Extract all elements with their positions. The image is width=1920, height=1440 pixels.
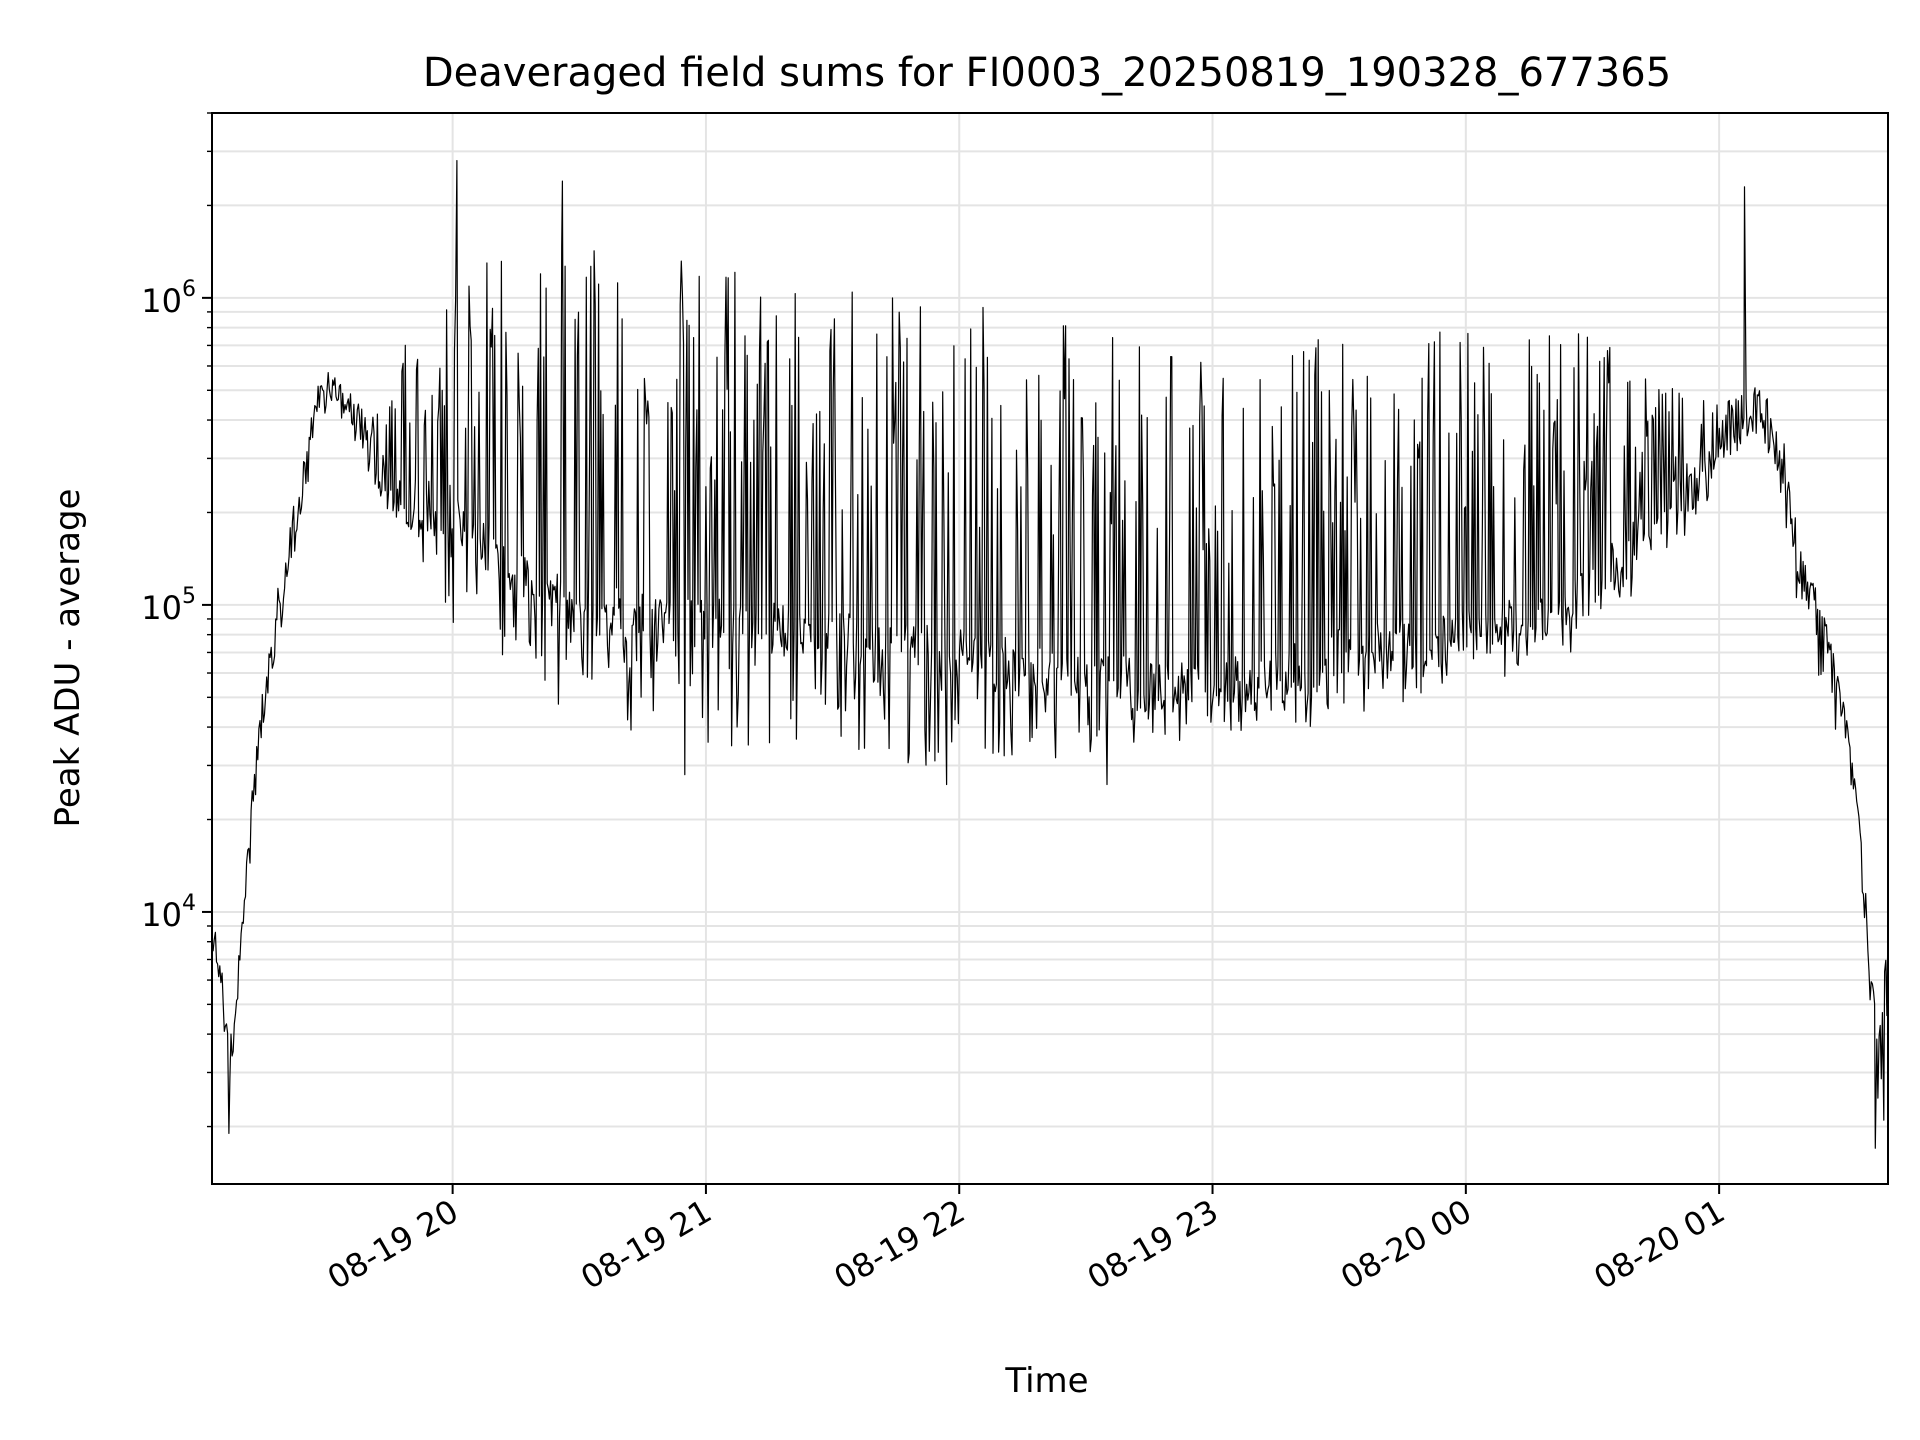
series-line: [211, 160, 1889, 1149]
y-tick-label: 105: [141, 584, 196, 627]
y-tick-label: 104: [141, 891, 196, 934]
series-line-group: [211, 160, 1889, 1149]
grid: [212, 112, 1888, 1184]
x-axis-label: Time: [1004, 1361, 1088, 1401]
y-axis-label: Peak ADU - average: [48, 489, 88, 828]
y-tick-label: 106: [141, 277, 196, 320]
chart-title: Deaveraged field sums for FI0003_2025081…: [423, 50, 1671, 96]
plot-area-frame: [211, 112, 1889, 1185]
